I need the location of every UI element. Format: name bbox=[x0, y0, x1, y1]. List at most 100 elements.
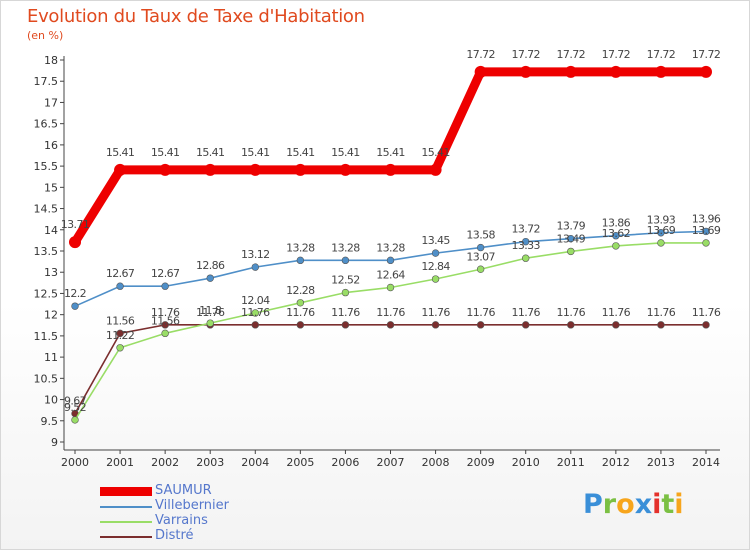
data-label-varrains: 13.69 bbox=[647, 224, 676, 237]
data-point-varrains bbox=[431, 275, 440, 283]
data-label-villebernier: 13.93 bbox=[647, 214, 676, 227]
data-label-saumur: 17.72 bbox=[602, 48, 631, 61]
data-point-saumur bbox=[204, 163, 217, 176]
legend-swatch-villebernier bbox=[100, 506, 152, 508]
data-point-saumur bbox=[249, 163, 262, 176]
data-point-varrains bbox=[206, 319, 214, 327]
data-point-villebernier bbox=[386, 256, 395, 265]
data-label-villebernier: 13.58 bbox=[466, 229, 495, 242]
legend-label-varrains: Varrains bbox=[155, 513, 208, 528]
data-point-distr bbox=[522, 321, 530, 329]
data-point-varrains bbox=[476, 265, 485, 273]
legend-swatch-varrains bbox=[100, 521, 152, 523]
data-point-saumur bbox=[700, 65, 712, 78]
data-label-varrains: 13.49 bbox=[557, 232, 586, 245]
data-label-varrains: 12.84 bbox=[421, 260, 450, 273]
logo-letter: t bbox=[661, 489, 675, 520]
data-label-saumur: 17.72 bbox=[692, 48, 721, 61]
logo-letter: x bbox=[634, 489, 653, 520]
data-label-varrains: 11.56 bbox=[151, 314, 180, 327]
data-label-distr: 11.76 bbox=[511, 306, 540, 319]
x-tick-label: 2005 bbox=[286, 456, 314, 469]
data-label-distr: 11.76 bbox=[647, 306, 676, 319]
data-point-villebernier bbox=[116, 282, 124, 290]
data-point-saumur bbox=[159, 163, 172, 176]
data-point-varrains bbox=[251, 309, 259, 317]
data-point-distr bbox=[431, 321, 440, 329]
data-point-distr bbox=[612, 321, 620, 329]
data-point-villebernier bbox=[522, 237, 530, 246]
y-tick-label: 15 bbox=[44, 181, 58, 194]
data-label-distr: 9.67 bbox=[64, 395, 87, 408]
data-point-saumur bbox=[474, 65, 487, 78]
x-tick-label: 2007 bbox=[377, 456, 405, 469]
data-label-varrains: 12.64 bbox=[376, 269, 405, 282]
y-tick-label: 12.5 bbox=[34, 287, 59, 300]
data-point-varrains bbox=[341, 288, 350, 297]
data-point-varrains bbox=[71, 416, 79, 424]
y-tick-label: 17 bbox=[44, 96, 58, 109]
legend-label-distre: Distré bbox=[155, 528, 194, 543]
logo-letter: i bbox=[674, 489, 684, 520]
y-tick-label: 14 bbox=[44, 224, 58, 237]
data-label-villebernier: 13.79 bbox=[557, 220, 586, 233]
data-label-varrains: 9.52 bbox=[64, 401, 86, 414]
data-point-saumur bbox=[429, 163, 442, 176]
y-tick-label: 16 bbox=[44, 139, 58, 152]
data-point-saumur bbox=[654, 65, 667, 78]
data-label-saumur: 17.72 bbox=[466, 48, 495, 61]
x-tick-label: 2001 bbox=[106, 456, 134, 469]
data-point-villebernier bbox=[431, 249, 440, 257]
x-tick-label: 2000 bbox=[61, 456, 89, 469]
data-label-varrains: 13.62 bbox=[602, 227, 631, 240]
y-tick-label: 16.5 bbox=[34, 118, 59, 131]
y-tick-label: 18 bbox=[44, 54, 58, 67]
data-label-saumur: 17.72 bbox=[647, 48, 676, 61]
x-tick-label: 2006 bbox=[331, 456, 359, 469]
data-point-varrains bbox=[161, 329, 169, 338]
data-label-distr: 11.76 bbox=[151, 306, 180, 319]
legend-label-villebernier: Villebernier bbox=[155, 498, 230, 513]
data-point-saumur bbox=[519, 65, 532, 78]
data-label-varrains: 11.22 bbox=[106, 329, 135, 342]
y-tick-label: 13 bbox=[44, 266, 58, 279]
data-point-varrains bbox=[612, 242, 620, 250]
data-label-villebernier: 13.28 bbox=[286, 241, 315, 254]
data-point-distr bbox=[116, 329, 124, 338]
x-tick-label: 2013 bbox=[647, 456, 675, 469]
data-point-villebernier bbox=[567, 234, 575, 243]
data-point-villebernier bbox=[612, 232, 620, 240]
data-label-saumur: 17.72 bbox=[557, 48, 586, 61]
data-label-villebernier: 13.12 bbox=[241, 248, 270, 261]
data-label-saumur: 17.72 bbox=[511, 48, 540, 61]
data-label-varrains: 12.04 bbox=[241, 294, 270, 307]
data-label-saumur: 15.41 bbox=[331, 146, 360, 159]
data-label-saumur: 15.41 bbox=[196, 146, 225, 159]
data-point-villebernier bbox=[657, 229, 665, 237]
data-label-varrains: 12.52 bbox=[331, 274, 360, 287]
data-point-varrains bbox=[657, 239, 665, 247]
data-label-varrains: 13.07 bbox=[466, 250, 495, 263]
legend-swatch-distre bbox=[100, 536, 152, 538]
data-point-distr bbox=[251, 321, 259, 329]
x-tick-label: 2012 bbox=[602, 456, 630, 469]
data-point-saumur bbox=[114, 163, 127, 176]
data-label-varrains: 13.33 bbox=[511, 239, 540, 252]
y-axis-unit-label: (en %) bbox=[27, 29, 64, 42]
data-label-distr: 11.76 bbox=[557, 306, 586, 319]
series-layer bbox=[69, 65, 712, 424]
data-label-saumur: 15.41 bbox=[241, 146, 270, 159]
data-label-distr: 11.76 bbox=[241, 306, 270, 319]
x-tick-label: 2009 bbox=[467, 456, 495, 469]
data-point-villebernier bbox=[341, 256, 350, 265]
y-tick-label: 12 bbox=[44, 309, 58, 322]
series-line-distr bbox=[74, 324, 707, 415]
data-point-villebernier bbox=[71, 302, 79, 310]
data-point-varrains bbox=[522, 254, 530, 262]
data-label-villebernier: 12.86 bbox=[196, 259, 225, 272]
data-label-distr: 11.76 bbox=[196, 306, 225, 319]
data-point-varrains bbox=[567, 247, 575, 256]
data-point-saumur bbox=[609, 65, 622, 78]
data-point-saumur bbox=[294, 163, 307, 176]
legend-label-saumur: SAUMUR bbox=[155, 483, 212, 498]
